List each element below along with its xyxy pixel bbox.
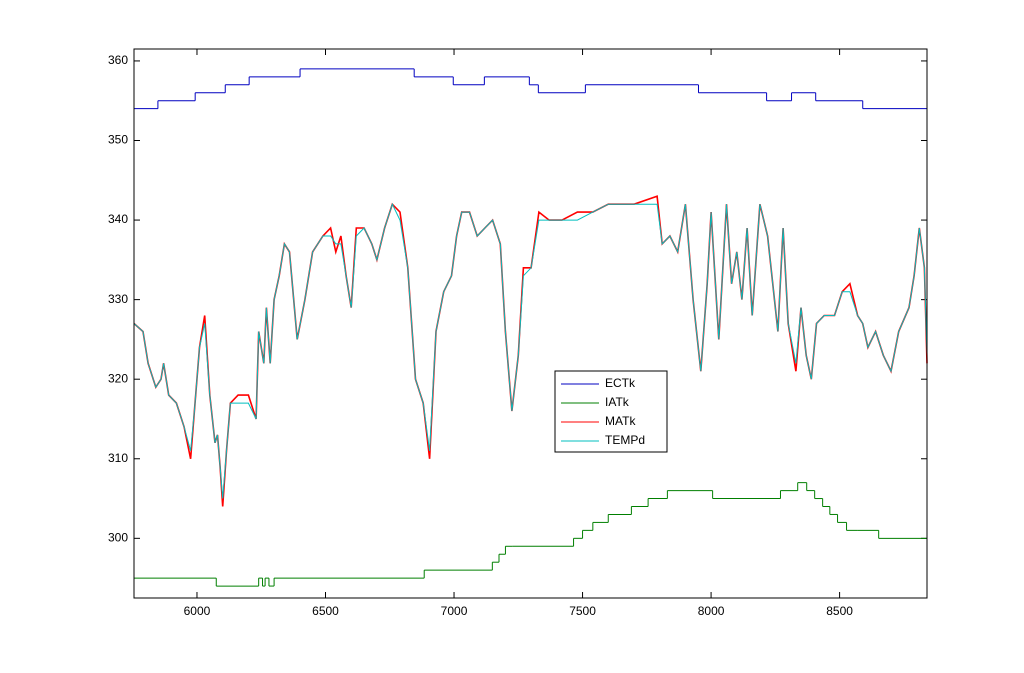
y-tick-label: 350 xyxy=(108,133,128,147)
y-tick-label: 310 xyxy=(108,451,128,465)
x-tick-label: 8000 xyxy=(698,604,725,618)
x-tick-label: 7000 xyxy=(441,604,468,618)
axes-box xyxy=(133,48,928,599)
y-tick-label: 330 xyxy=(108,292,128,306)
series-line xyxy=(133,202,928,499)
x-tick-label: 6500 xyxy=(312,604,339,618)
y-tick-label: 320 xyxy=(108,371,128,385)
x-tick-label: 6000 xyxy=(184,604,211,618)
legend: ECTk IATk MATk TEMPd xyxy=(554,370,668,453)
axes-ticks: 6000 6500 7000 7500 8000 8500 300 310 320 330 340 3… xyxy=(108,49,927,618)
legend-label: ECTk xyxy=(605,376,636,390)
legend-label: MATk xyxy=(605,414,636,428)
legend-label: TEMPd xyxy=(605,433,645,447)
x-tick-label: 8500 xyxy=(826,604,853,618)
x-tick-label: 7500 xyxy=(569,604,596,618)
y-tick-label: 300 xyxy=(108,530,128,544)
y-tick-label: 340 xyxy=(108,212,128,226)
y-tick-label: 360 xyxy=(108,53,128,67)
legend-label: IATk xyxy=(605,395,630,409)
plot-area xyxy=(134,49,927,598)
plot-lines xyxy=(133,68,928,587)
